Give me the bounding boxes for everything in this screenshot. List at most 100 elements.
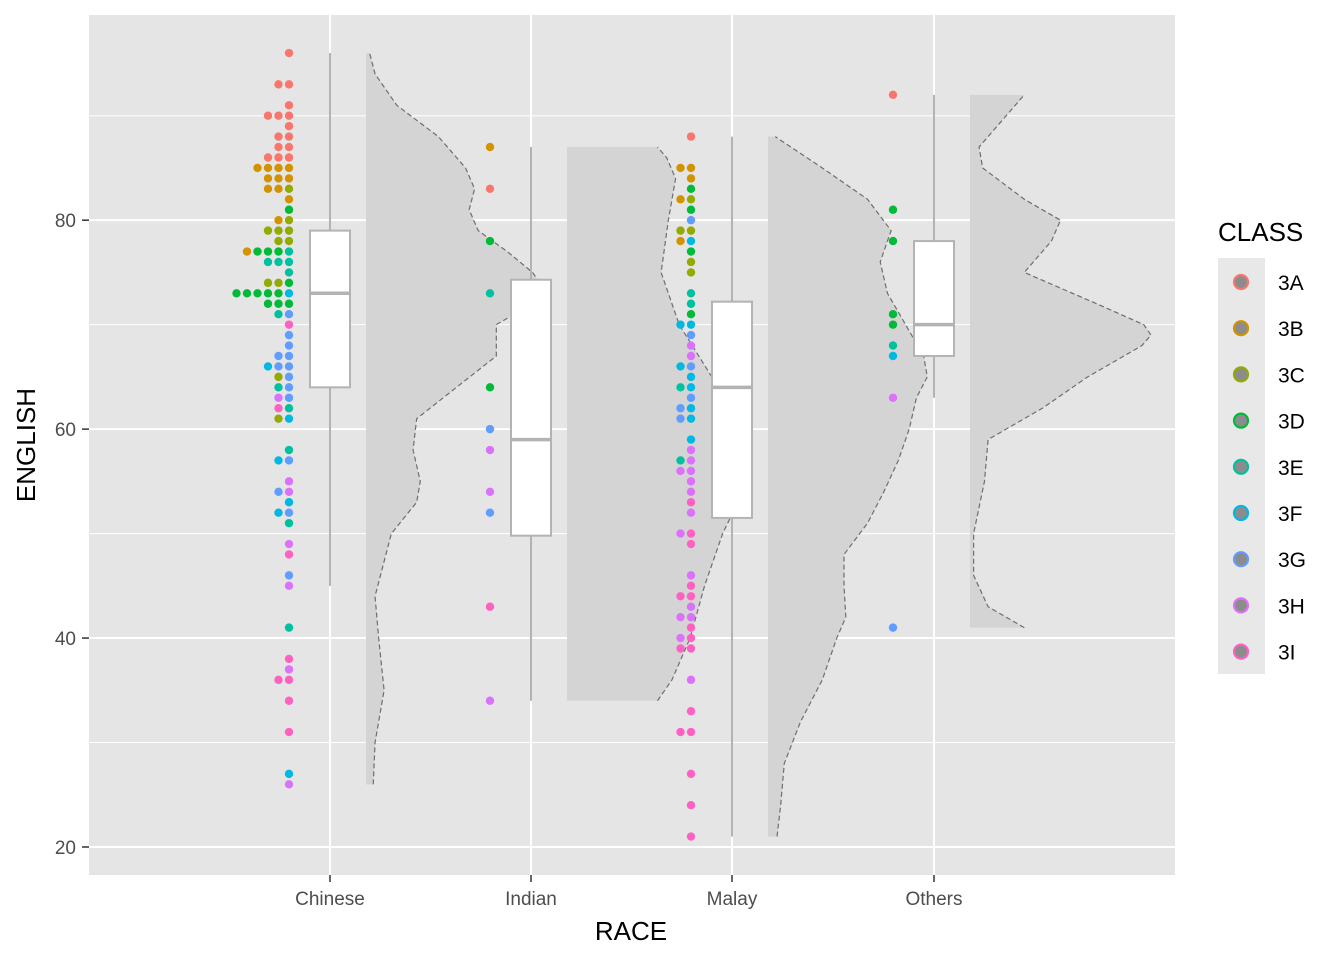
data-dot (263, 278, 273, 288)
data-dot (284, 508, 294, 517)
data-dot (686, 706, 696, 716)
data-dot (284, 383, 294, 392)
data-dot (284, 654, 294, 664)
data-dot (676, 456, 685, 465)
data-dot (263, 163, 273, 173)
data-dot (263, 153, 273, 162)
data-dot (284, 362, 294, 371)
data-dot (686, 727, 696, 737)
data-dot (686, 581, 696, 591)
density-cloud-chinese (366, 53, 547, 785)
data-dot (284, 769, 294, 779)
data-dot (274, 132, 283, 141)
data-dot (284, 477, 294, 486)
data-dot (284, 163, 294, 173)
x-tick-label: Others (905, 889, 962, 910)
data-dot (686, 195, 696, 204)
data-dot (686, 404, 696, 413)
data-dot (284, 571, 294, 580)
data-dot (263, 184, 273, 194)
data-dot (274, 383, 283, 392)
data-dot (686, 247, 696, 256)
data-dot (686, 132, 696, 141)
legend-title: CLASS (1218, 217, 1303, 247)
data-dot (284, 80, 294, 89)
data-dot (686, 310, 696, 319)
data-dot (284, 268, 294, 277)
data-dot (284, 278, 294, 288)
data-dot (686, 341, 696, 350)
data-dot (676, 633, 685, 643)
data-dot (686, 529, 696, 538)
x-axis: Chinese Indian Malay Others (295, 875, 963, 910)
data-dot (284, 153, 294, 162)
data-dot (284, 727, 294, 737)
data-dot (686, 445, 696, 455)
data-dot (274, 247, 283, 256)
data-dot (274, 456, 283, 465)
y-axis: 20 40 60 80 (55, 211, 89, 859)
data-dot (686, 372, 696, 382)
data-dot (284, 351, 294, 361)
data-dot (676, 195, 685, 204)
data-dot (274, 153, 283, 162)
data-dot (284, 257, 294, 267)
data-dot (686, 236, 696, 246)
data-dot (263, 226, 273, 235)
data-dot (888, 205, 898, 214)
data-dot (284, 404, 294, 413)
legend: CLASS 3A 3B 3C 3D 3E 3F 3G 3H 3I (1218, 217, 1306, 674)
data-dot (284, 132, 294, 141)
legend-label-3c: 3C (1278, 364, 1305, 387)
data-dot (274, 487, 283, 497)
density-outline-others (973, 94, 1152, 629)
data-dot (284, 101, 294, 110)
data-dot (676, 727, 685, 737)
data-dot (686, 769, 696, 779)
data-dot (686, 257, 696, 267)
data-dot (686, 362, 696, 371)
data-dot (686, 299, 696, 308)
data-dot (284, 299, 294, 308)
data-dot (686, 539, 696, 549)
data-dot (253, 289, 262, 298)
data-dot (676, 236, 685, 246)
data-dot (274, 310, 283, 319)
data-dot (676, 466, 685, 476)
legend-label-3d: 3D (1278, 411, 1305, 434)
legend-label-3a: 3A (1278, 272, 1304, 295)
data-dot (263, 362, 273, 371)
data-dot (284, 372, 294, 382)
data-dot (284, 195, 294, 204)
data-dot (242, 247, 252, 256)
data-dot (676, 644, 685, 653)
data-dot (676, 404, 685, 413)
data-dot (485, 445, 495, 455)
data-dot (284, 226, 294, 235)
box-malay (711, 300, 753, 519)
data-dot (888, 310, 898, 319)
data-dot (274, 362, 283, 371)
boxplot-layer (309, 53, 955, 837)
data-dot (686, 383, 696, 392)
data-dot (686, 351, 696, 361)
data-dot (284, 581, 294, 591)
legend-key-3b (1232, 320, 1250, 337)
data-dot (274, 508, 283, 517)
data-dot (284, 310, 294, 319)
x-tick-label: Chinese (295, 889, 365, 910)
data-dot (686, 330, 696, 340)
data-dot (263, 257, 273, 267)
data-dot (263, 299, 273, 308)
data-dot (686, 320, 696, 329)
data-dot (686, 163, 696, 173)
data-dot (284, 205, 294, 214)
data-dot (485, 487, 495, 497)
data-dot (284, 445, 294, 455)
data-dot (274, 226, 283, 235)
box-chinese (309, 229, 351, 389)
data-dot (263, 111, 273, 120)
data-dot (888, 393, 898, 402)
data-dot (888, 623, 898, 632)
data-dot (485, 696, 495, 705)
